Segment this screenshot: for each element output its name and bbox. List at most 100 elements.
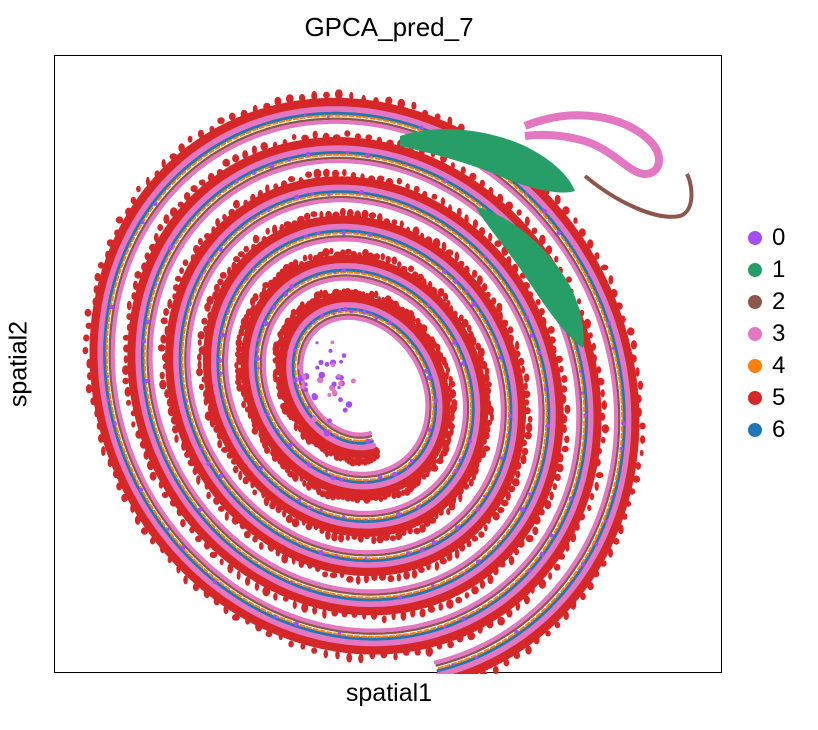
scatter-point bbox=[213, 596, 220, 606]
scatter-point bbox=[409, 459, 414, 463]
scatter-point bbox=[167, 298, 173, 309]
scatter-point bbox=[364, 153, 370, 159]
scatter-point bbox=[341, 353, 347, 358]
chart-title: GPCA_pred_7 bbox=[304, 12, 474, 42]
cluster-1-region bbox=[400, 129, 584, 348]
scatter-point bbox=[351, 533, 358, 540]
scatter-point bbox=[272, 305, 277, 310]
scatter-point bbox=[479, 449, 487, 459]
scatter-point bbox=[501, 319, 509, 328]
scatter-point bbox=[476, 354, 484, 365]
scatter-point bbox=[527, 568, 532, 573]
scatter-point bbox=[389, 535, 396, 542]
scatter-point bbox=[416, 504, 421, 510]
scatter-point bbox=[475, 506, 481, 512]
scatter-point bbox=[395, 531, 403, 541]
scatter-point bbox=[539, 234, 546, 245]
scatter-point bbox=[290, 309, 297, 316]
scatter-point bbox=[596, 447, 603, 455]
scatter-point bbox=[418, 566, 425, 573]
scatter-point bbox=[319, 508, 323, 512]
scatter-point bbox=[630, 340, 638, 350]
scatter-point bbox=[263, 496, 270, 507]
scatter-point bbox=[267, 477, 270, 480]
scatter-point bbox=[505, 201, 514, 211]
scatter-point bbox=[178, 143, 185, 153]
scatter-point bbox=[280, 180, 288, 189]
scatter-point bbox=[355, 231, 359, 234]
scatter-point bbox=[549, 533, 554, 538]
scatter-point bbox=[562, 424, 567, 434]
scatter-point bbox=[349, 309, 354, 314]
scatter-point bbox=[139, 440, 148, 449]
scatter-point bbox=[548, 572, 553, 580]
scatter-point bbox=[505, 491, 511, 501]
scatter-point bbox=[385, 96, 393, 106]
scatter-point bbox=[636, 407, 642, 418]
scatter-point bbox=[371, 536, 377, 545]
scatter-point bbox=[187, 135, 193, 143]
scatter-point bbox=[468, 671, 474, 674]
scatter-point bbox=[97, 262, 105, 269]
scatter-point bbox=[514, 629, 519, 634]
scatter-point bbox=[189, 526, 195, 534]
scatter-point bbox=[478, 531, 485, 538]
scatter-point bbox=[508, 555, 515, 566]
scatter-point bbox=[628, 488, 636, 495]
scatter-point bbox=[327, 418, 332, 424]
scatter-point bbox=[387, 575, 395, 583]
scatter-point bbox=[463, 483, 470, 490]
scatter-point bbox=[466, 540, 472, 548]
scatter-point bbox=[524, 315, 529, 320]
scatter-point bbox=[434, 512, 439, 520]
scatter-point bbox=[542, 208, 548, 214]
scatter-point bbox=[245, 618, 251, 625]
scatter-point bbox=[227, 489, 231, 492]
scatter-point bbox=[538, 508, 545, 516]
scatter-point bbox=[232, 199, 240, 209]
scatter-point bbox=[587, 504, 592, 511]
scatter-point bbox=[206, 461, 211, 467]
scatter-point bbox=[176, 564, 181, 574]
scatter-point bbox=[294, 621, 299, 627]
scatter-point bbox=[217, 439, 223, 449]
scatter-point bbox=[554, 255, 559, 263]
scatter-point bbox=[447, 116, 453, 127]
scatter-point bbox=[339, 359, 343, 364]
scatter-point bbox=[243, 245, 249, 253]
legend-swatch-6 bbox=[748, 423, 762, 437]
scatter-point bbox=[464, 592, 470, 599]
scatter-point bbox=[492, 566, 499, 576]
scatter-point bbox=[520, 507, 525, 513]
scatter-point bbox=[486, 619, 494, 629]
scatter-point bbox=[531, 227, 538, 234]
scatter-point bbox=[213, 580, 218, 585]
scatter-point bbox=[471, 302, 477, 307]
scatter-point bbox=[639, 449, 644, 457]
scatter-point bbox=[261, 489, 266, 499]
scatter-point bbox=[522, 282, 530, 290]
legend-swatch-3 bbox=[748, 327, 762, 341]
scatter-point bbox=[317, 376, 324, 384]
scatter-point bbox=[578, 512, 586, 521]
scatter-point bbox=[312, 254, 320, 262]
scatter-point bbox=[558, 365, 564, 373]
scatter-point bbox=[250, 480, 255, 489]
scatter-point bbox=[368, 312, 373, 317]
scatter-point bbox=[380, 651, 388, 659]
scatter-point bbox=[411, 569, 418, 579]
scatter-point bbox=[354, 210, 361, 221]
scatter-point bbox=[93, 285, 99, 294]
scatter-point bbox=[281, 553, 289, 564]
scatter-point bbox=[273, 183, 279, 191]
scatter-point bbox=[474, 655, 478, 660]
scatter-point bbox=[252, 267, 256, 270]
scatter-point bbox=[236, 383, 244, 392]
scatter-point bbox=[306, 481, 312, 491]
scatter-point bbox=[287, 158, 292, 162]
scatter-point bbox=[311, 192, 315, 196]
scatter-point bbox=[446, 300, 451, 307]
scatter-point bbox=[365, 292, 370, 300]
scatter-point bbox=[169, 207, 178, 217]
scatter-point bbox=[451, 495, 457, 504]
